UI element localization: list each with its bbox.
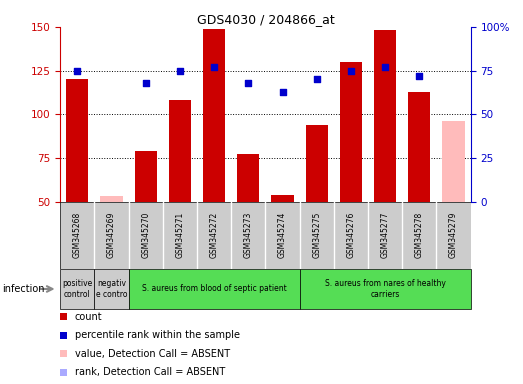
Point: [176, 68, 184, 74]
Text: GSM345268: GSM345268: [73, 212, 82, 258]
Text: GSM345273: GSM345273: [244, 212, 253, 258]
Bar: [237, 154, 259, 202]
Bar: [442, 121, 465, 202]
Bar: [100, 196, 122, 202]
Point: [347, 68, 355, 74]
Text: GSM345275: GSM345275: [312, 212, 321, 258]
Title: GDS4030 / 204866_at: GDS4030 / 204866_at: [197, 13, 334, 26]
Point: [415, 73, 424, 79]
Text: GSM345279: GSM345279: [449, 212, 458, 258]
Bar: [66, 79, 88, 202]
Bar: [129, 269, 300, 309]
Text: S. aureus from blood of septic patient: S. aureus from blood of septic patient: [142, 285, 287, 293]
Text: GSM345270: GSM345270: [141, 212, 150, 258]
Point: [244, 80, 253, 86]
Text: GSM345271: GSM345271: [175, 212, 185, 258]
Bar: [340, 62, 362, 202]
Point: [313, 76, 321, 83]
Text: value, Detection Call = ABSENT: value, Detection Call = ABSENT: [75, 349, 230, 359]
Bar: [305, 125, 328, 202]
Bar: [300, 269, 471, 309]
Bar: [94, 269, 129, 309]
Text: GSM345276: GSM345276: [346, 212, 356, 258]
Bar: [374, 30, 396, 202]
Point: [278, 88, 287, 94]
Text: GSM345278: GSM345278: [415, 212, 424, 258]
Point: [381, 64, 389, 70]
Text: GSM345272: GSM345272: [210, 212, 219, 258]
Bar: [408, 91, 430, 202]
Point: [210, 64, 218, 70]
Text: GSM345269: GSM345269: [107, 212, 116, 258]
Text: S. aureus from nares of healthy
carriers: S. aureus from nares of healthy carriers: [325, 279, 446, 299]
Text: positive
control: positive control: [62, 279, 93, 299]
Bar: [271, 195, 293, 202]
Bar: [60, 269, 94, 309]
Text: count: count: [75, 312, 103, 322]
Point: [142, 80, 150, 86]
Text: infection: infection: [3, 284, 45, 294]
Text: rank, Detection Call = ABSENT: rank, Detection Call = ABSENT: [75, 367, 225, 377]
Text: GSM345277: GSM345277: [381, 212, 390, 258]
Text: negativ
e contro: negativ e contro: [96, 279, 127, 299]
Text: GSM345274: GSM345274: [278, 212, 287, 258]
Bar: [134, 151, 157, 202]
Bar: [203, 29, 225, 202]
Bar: [169, 100, 191, 202]
Point: [73, 68, 82, 74]
Text: percentile rank within the sample: percentile rank within the sample: [75, 330, 240, 340]
